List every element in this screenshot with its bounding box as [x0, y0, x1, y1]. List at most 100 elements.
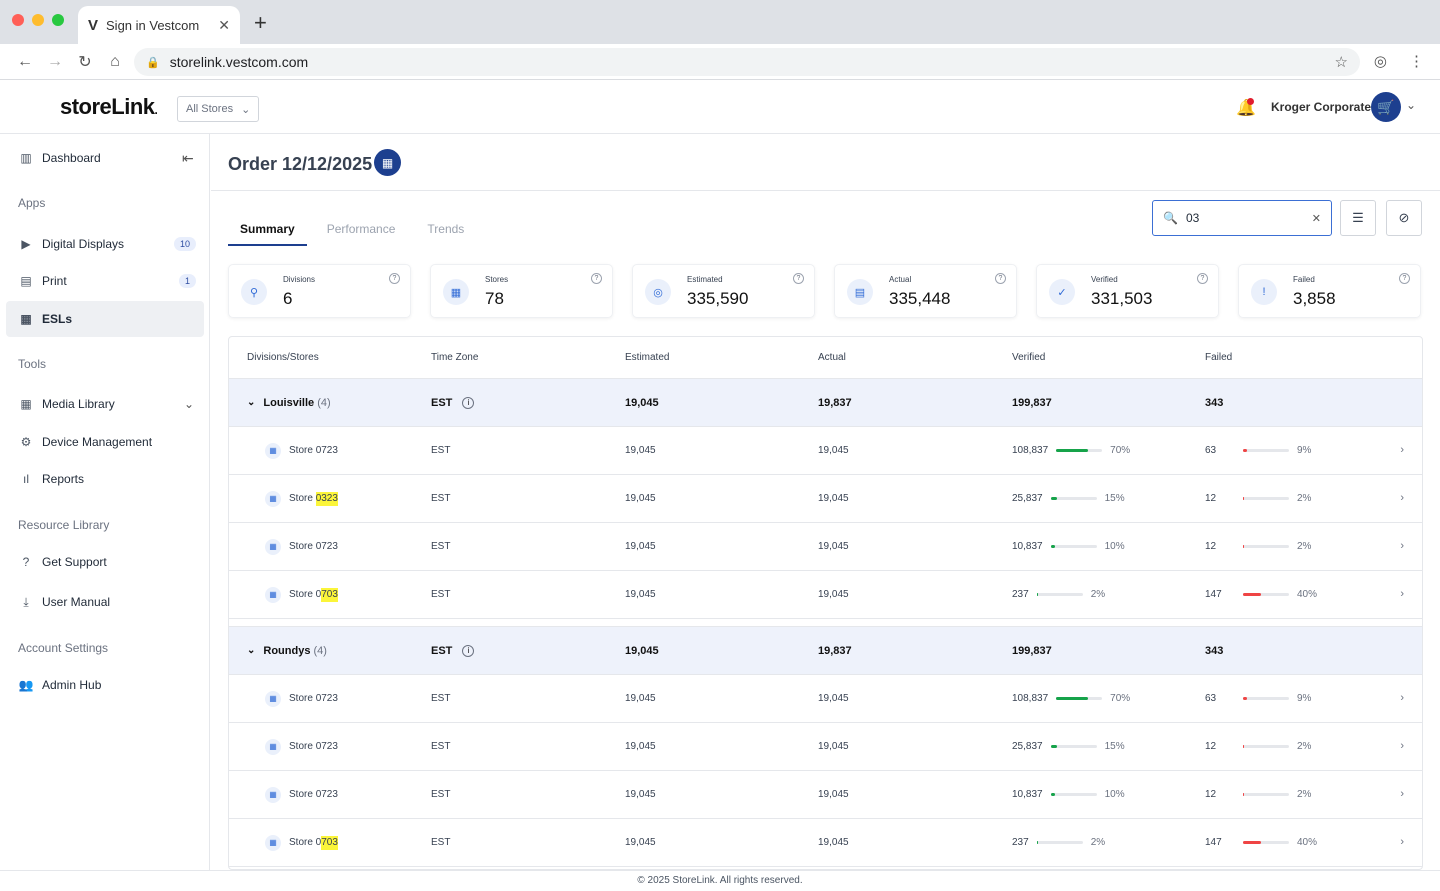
profile-icon[interactable]: ◎ — [1373, 53, 1387, 70]
col-verified[interactable]: Verified — [1012, 352, 1046, 363]
close-window-button[interactable] — [12, 14, 24, 26]
notification-dot — [1247, 98, 1254, 105]
chevron-right-icon[interactable]: › — [1400, 444, 1404, 456]
store-actual: 19,045 — [818, 693, 849, 704]
help-circle-icon[interactable]: ? — [995, 273, 1006, 284]
info-icon[interactable]: i — [462, 396, 475, 409]
device-icon: ⚙ — [20, 435, 32, 449]
stat-label: Stores — [485, 275, 509, 284]
clear-search-icon[interactable]: ✕ — [1311, 212, 1321, 225]
menu-kebab-icon[interactable]: ⋮ — [1409, 53, 1424, 70]
table-row[interactable]: ▦ Store 0 703 EST 19,045 19,045 237 2% 147 4… — [229, 819, 1422, 867]
table-row[interactable]: ▦ Store 0323 EST 19,045 19,045 25,837 15% … — [229, 475, 1422, 523]
new-tab-button[interactable]: + — [254, 10, 267, 35]
collapse-sidebar-icon[interactable]: ⇤ — [182, 150, 194, 166]
chevron-right-icon[interactable]: › — [1400, 540, 1404, 552]
tab-summary[interactable]: Summary — [228, 222, 307, 246]
help-circle-icon[interactable]: ? — [591, 273, 602, 284]
reload-button[interactable]: ↻ — [78, 53, 92, 71]
verified-progress-fill — [1050, 793, 1056, 796]
verified-percent: 70% — [1110, 693, 1131, 704]
chevron-right-icon[interactable]: › — [1400, 692, 1404, 704]
storelink-logo[interactable]: storeLink. — [60, 94, 158, 120]
document-icon: ▤ — [847, 279, 873, 305]
table-row[interactable]: ▦ Store 0723 EST 19,045 19,045 108,837 70%… — [229, 427, 1422, 475]
table-row[interactable]: ▦ Store 0 703 EST 19,045 19,045 237 2% 147 4… — [229, 571, 1422, 619]
close-tab-icon[interactable]: ✕ — [218, 16, 230, 33]
sidebar-item-get-support[interactable]: ? Get Support — [6, 544, 204, 580]
store-failed: 147 — [1205, 589, 1222, 600]
chevron-right-icon[interactable]: › — [1400, 788, 1404, 800]
group-row[interactable]: ⌄ Roundys (4) EST i 19,045 19,837 199,837 … — [229, 627, 1422, 675]
col-actual[interactable]: Actual — [818, 352, 846, 363]
help-circle-icon[interactable]: ? — [793, 273, 804, 284]
group-tz: EST — [431, 644, 453, 657]
hide-columns-button[interactable]: ⊘ — [1386, 200, 1422, 236]
store-name-prefix: Store — [289, 789, 316, 800]
sidebar-item-digital-displays[interactable]: ▶ Digital Displays 10 — [6, 226, 204, 262]
table-row[interactable]: ▦ Store 0723 EST 19,045 19,045 108,837 70%… — [229, 675, 1422, 723]
sidebar-item-user-manual[interactable]: ⤓ User Manual — [6, 584, 204, 620]
col-estimated[interactable]: Estimated — [625, 352, 670, 363]
table-body: ⌄ Louisville (4) EST i 19,045 19,837 199,8… — [229, 379, 1422, 867]
address-bar[interactable]: 🔒 storelink.vestcom.com ☆ — [134, 48, 1360, 76]
table-row[interactable]: ▦ Store 0723 EST 19,045 19,045 25,837 15% … — [229, 723, 1422, 771]
stat-card-estimated: ◎ Estimated 335,590 ? — [632, 264, 815, 318]
stat-card-verified: ✓ Verified 331,503 ? — [1036, 264, 1219, 318]
bookmark-star-icon[interactable]: ☆ — [1334, 54, 1348, 71]
failed-progress-fill — [1243, 545, 1244, 548]
col-failed[interactable]: Failed — [1205, 352, 1233, 363]
home-button[interactable]: ⌂ — [110, 52, 120, 70]
divider — [211, 190, 1440, 191]
vestcom-favicon-icon: V — [88, 16, 99, 34]
group-count: (4) — [313, 644, 327, 657]
group-row[interactable]: ⌄ Louisville (4) EST i 19,045 19,837 199,8… — [229, 379, 1422, 427]
search-input[interactable]: 🔍 03 ✕ — [1152, 200, 1332, 236]
bar-chart-icon: ıl — [23, 472, 29, 486]
col-time-zone[interactable]: Time Zone — [431, 352, 479, 363]
org-name[interactable]: Kroger Corporate — [1271, 100, 1372, 114]
chevron-right-icon[interactable]: › — [1400, 588, 1404, 600]
lock-icon: 🔒 — [146, 56, 160, 69]
forward-button[interactable]: → — [47, 52, 63, 70]
store-verified: 237 — [1012, 589, 1029, 600]
chevron-right-icon[interactable]: › — [1400, 492, 1404, 504]
filter-settings-button[interactable]: ☰ — [1340, 200, 1376, 236]
sidebar-item-label: Reports — [42, 472, 85, 486]
org-avatar-cart-icon[interactable]: 🛒 — [1371, 92, 1401, 122]
col-divisions-stores[interactable]: Divisions/Stores — [247, 352, 319, 363]
chevron-right-icon[interactable]: › — [1400, 836, 1404, 848]
chevron-down-icon[interactable]: ⌄ — [247, 397, 256, 408]
store-icon: ▦ — [265, 586, 281, 603]
maximize-window-button[interactable] — [52, 14, 64, 26]
sidebar-item-esls[interactable]: ▦ ESLs — [6, 301, 204, 337]
sidebar-item-print[interactable]: ▤ Print 1 — [6, 263, 204, 299]
verified-progress-bar — [1050, 793, 1097, 796]
tab-trends[interactable]: Trends — [427, 222, 465, 236]
sidebar-item-dashboard[interactable]: ▥ Dashboard — [6, 140, 204, 176]
sidebar-item-media-library[interactable]: ▦ Media Library ⌄ — [6, 386, 204, 422]
minimize-window-button[interactable] — [32, 14, 44, 26]
info-icon[interactable]: i — [462, 644, 475, 657]
chevron-down-icon[interactable]: ⌄ — [247, 645, 256, 656]
group-actual: 19,837 — [818, 396, 852, 409]
help-circle-icon[interactable]: ? — [1399, 273, 1410, 284]
sidebar-item-admin-hub[interactable]: 👥 Admin Hub — [6, 667, 204, 703]
help-circle-icon[interactable]: ? — [389, 273, 400, 284]
store-actual: 19,045 — [818, 837, 849, 848]
sidebar-item-device-management[interactable]: ⚙ Device Management — [6, 424, 204, 460]
sidebar-item-reports[interactable]: ıl Reports — [6, 461, 204, 497]
store-filter-dropdown[interactable]: All Stores ⌄ — [177, 96, 260, 122]
verified-percent: 15% — [1104, 741, 1125, 752]
failed-progress-fill — [1243, 745, 1244, 748]
chevron-right-icon[interactable]: › — [1400, 740, 1404, 752]
tab-performance[interactable]: Performance — [326, 222, 396, 236]
table-row[interactable]: ▦ Store 0723 EST 19,045 19,045 10,837 10% … — [229, 771, 1422, 819]
browser-tab[interactable]: V Sign in Vestcom ✕ — [78, 6, 240, 44]
back-button[interactable]: ← — [17, 52, 33, 70]
org-chevron-down-icon[interactable]: ⌄ — [1406, 98, 1417, 112]
help-circle-icon[interactable]: ? — [1197, 273, 1208, 284]
table-row[interactable]: ▦ Store 0723 EST 19,045 19,045 10,837 10% … — [229, 523, 1422, 571]
calendar-icon[interactable]: ▦ — [374, 149, 401, 176]
sidebar-item-label: User Manual — [42, 595, 111, 609]
